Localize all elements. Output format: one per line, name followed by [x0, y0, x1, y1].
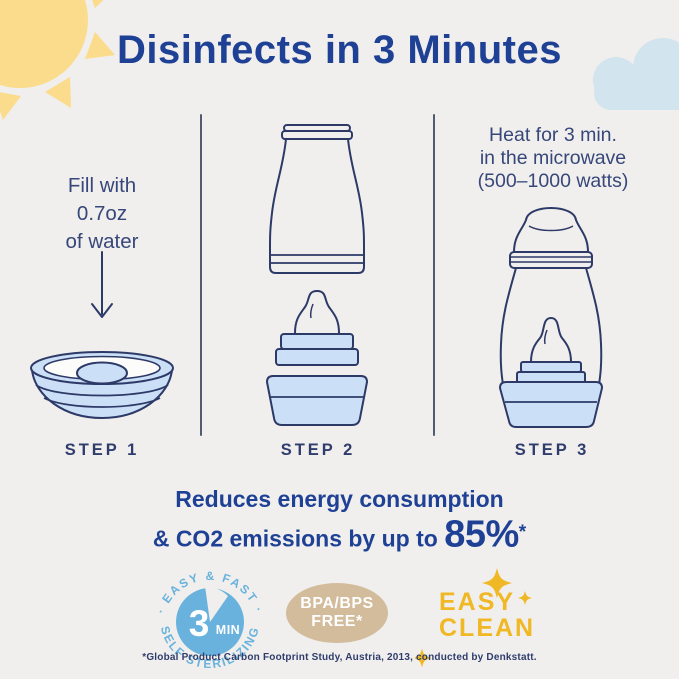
footnote: *Global Product Carbon Footprint Study, … — [142, 652, 537, 663]
step1-instruction-line: 0.7oz — [76, 202, 128, 225]
step1-instruction: Fill with 0.7oz of water — [0, 172, 204, 256]
step3-instruction: Heat for 3 min. in the microwave (500–10… — [440, 124, 666, 193]
sparkle-icon — [415, 568, 532, 668]
easy-clean-line1: EASY — [439, 588, 516, 616]
claim-line2-text: & CO2 emissions by up to — [152, 525, 438, 552]
timer-value: 3 — [189, 603, 210, 644]
step1-label: STEP 1 — [64, 441, 140, 459]
step2-label: STEP 2 — [280, 441, 356, 459]
assembled-sterilizer-illustration — [499, 207, 603, 428]
step3-instruction-line: in the microwave — [479, 147, 627, 169]
energy-claim: Reduces energy consumption & CO2 emissio… — [0, 483, 679, 557]
sun-icon — [0, 0, 115, 120]
disassembled-bottle-illustration — [266, 124, 368, 426]
easy-clean-badge: EASY CLEAN — [415, 560, 575, 672]
claim-highlight: 85% — [444, 513, 519, 556]
cloud-icon — [593, 38, 679, 110]
bpa-badge-line1: BPA/BPS — [300, 595, 374, 612]
bpa-badge-line2: FREE* — [311, 613, 363, 630]
step3-label: STEP 3 — [514, 441, 590, 459]
step3-instruction-line: (500–1000 watts) — [477, 170, 629, 192]
column-divider — [433, 114, 435, 436]
timer-unit: MIN — [216, 623, 240, 637]
easy-clean-line2: CLEAN — [439, 614, 536, 642]
bpa-free-badge: BPA/BPS FREE* — [286, 583, 388, 643]
3min-timer-icon: 3 MIN · EASY & FAST · SELF STERILIZING — [153, 569, 264, 671]
timer-wedge — [205, 586, 228, 622]
down-arrow-icon — [91, 251, 113, 318]
page-title: Disinfects in 3 Minutes — [117, 28, 562, 72]
claim-line1: Reduces energy consumption — [175, 486, 504, 512]
step1-instruction-line: of water — [65, 230, 139, 253]
step3-instruction-line: Heat for 3 min. — [489, 124, 617, 146]
claim-line2: & CO2 emissions by up to 85%* — [0, 515, 679, 557]
column-divider — [200, 114, 202, 436]
claim-asterisk: * — [518, 522, 527, 543]
step1-instruction-line: Fill with — [67, 174, 137, 197]
sterilizer-base-bowl-illustration — [30, 351, 174, 420]
